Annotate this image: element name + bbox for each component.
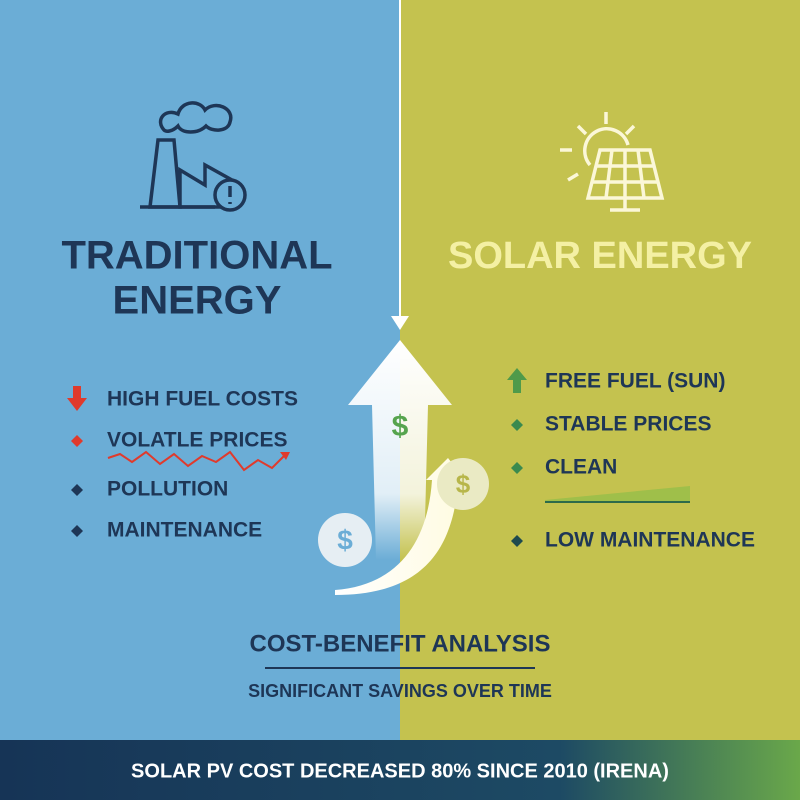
up-arrow-icon <box>507 368 527 393</box>
coin-symbol: $ <box>337 524 353 555</box>
right-item: LOW MAINTENANCE <box>545 529 755 552</box>
right-item: STABLE PRICES <box>545 413 711 436</box>
footer-text: SOLAR PV COST DECREASED 80% SINCE 2010 (… <box>131 760 669 782</box>
bullet <box>71 435 83 447</box>
right-title: SOLAR ENERGY <box>448 235 752 277</box>
bullet <box>71 525 83 537</box>
right-item: FREE FUEL (SUN) <box>545 370 725 393</box>
left-item: MAINTENANCE <box>107 519 262 542</box>
bullet <box>511 535 523 547</box>
divider-arrow <box>391 316 409 330</box>
left-title: ENERGY <box>113 279 282 323</box>
coin-symbol: $ <box>392 410 409 443</box>
volatility-arrow <box>280 452 290 460</box>
up-arrow <box>348 340 452 560</box>
right-panel <box>400 0 800 740</box>
coin-symbol: $ <box>456 469 471 499</box>
left-panel <box>0 0 400 740</box>
bullet <box>511 462 523 474</box>
left-item: HIGH FUEL COSTS <box>107 388 298 411</box>
bullet <box>511 419 523 431</box>
left-item: VOLATLE PRICES <box>107 429 287 452</box>
right-item: CLEAN <box>545 456 617 479</box>
footer-band <box>0 740 800 800</box>
coin <box>318 513 372 567</box>
bullet <box>71 484 83 496</box>
center-subtitle: SIGNIFICANT SAVINGS OVER TIME <box>248 681 552 701</box>
coin <box>437 458 489 510</box>
solar-icon <box>560 112 665 212</box>
factory-icon <box>140 101 247 212</box>
volatility-line <box>107 450 287 472</box>
clean-trend <box>545 486 690 502</box>
down-arrow-icon <box>67 386 87 411</box>
left-title: TRADITIONAL <box>61 234 332 278</box>
curve-arrow <box>335 458 468 595</box>
center-title: COST-BENEFIT ANALYSIS <box>250 630 551 657</box>
left-item: POLLUTION <box>107 478 228 501</box>
